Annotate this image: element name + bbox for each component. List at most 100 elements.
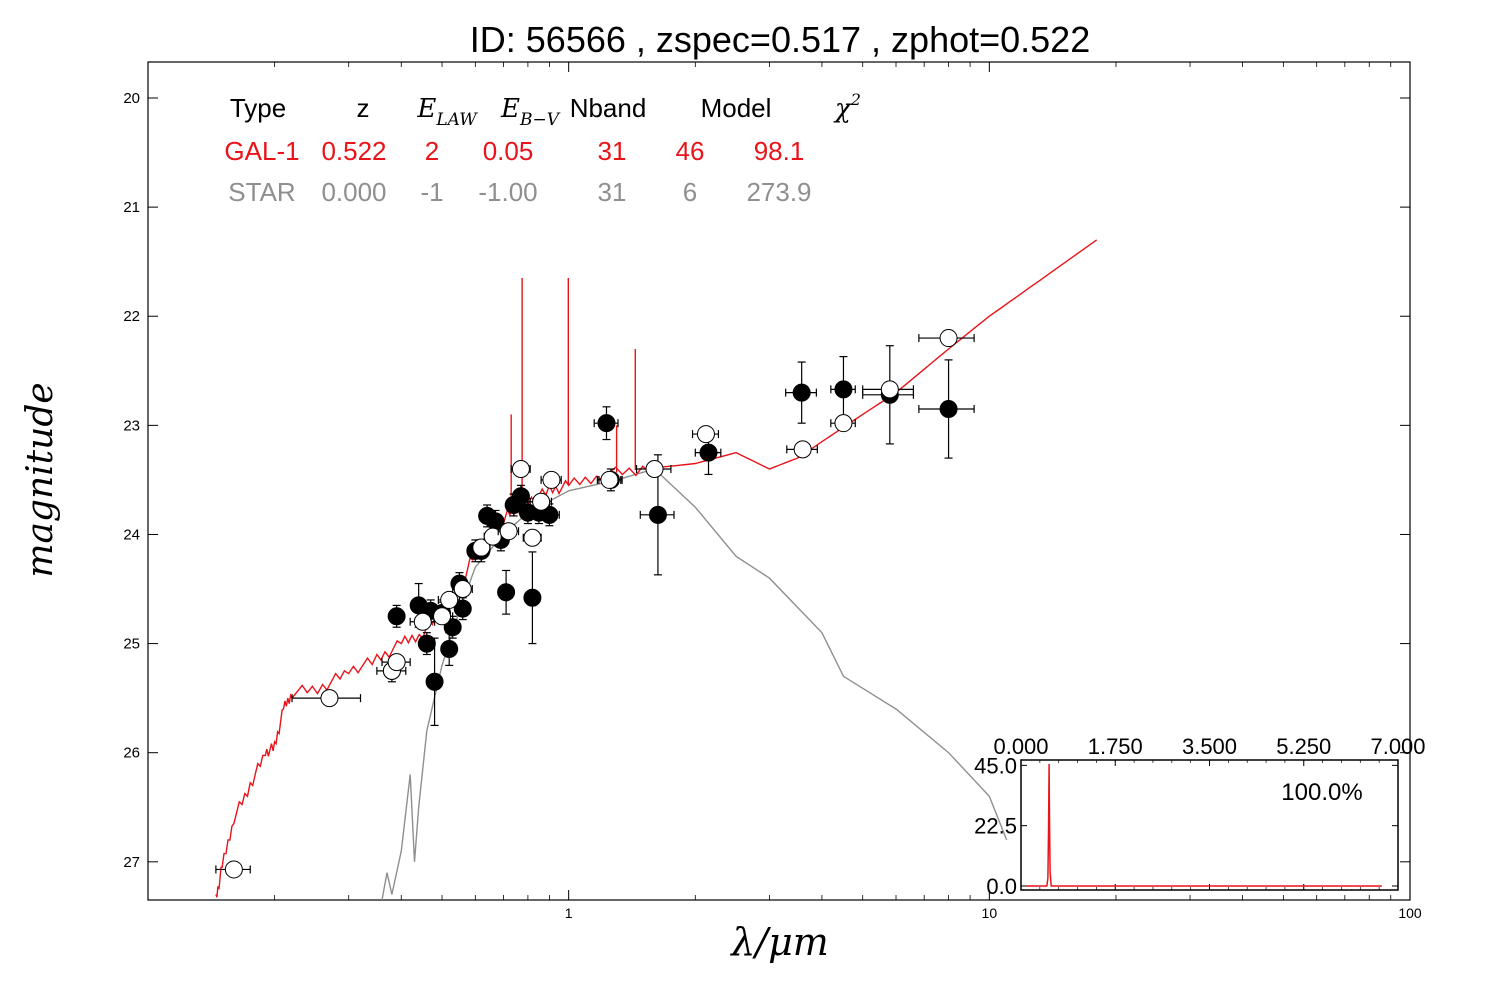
marker-filled — [387, 607, 406, 626]
photometry-point-open — [862, 380, 915, 399]
marker-open — [645, 459, 664, 478]
marker-open — [523, 528, 542, 547]
table-cell-star-0: STAR — [228, 177, 295, 207]
main-plot — [147, 61, 1411, 901]
inset-x-tick-label: 0.000 — [993, 734, 1048, 759]
x-tick-label: 10 — [982, 905, 998, 921]
plot-frame — [147, 61, 1411, 901]
y-tick-label: 22 — [123, 308, 140, 325]
photometry-point-filled — [425, 637, 444, 727]
marker-filled — [834, 380, 853, 399]
table-header-chi2: χ2 — [833, 90, 861, 124]
marker-open — [793, 440, 812, 459]
x-tick-label: 1 — [565, 905, 573, 921]
photometry-point-open — [430, 607, 454, 626]
inset-x-tick-label: 5.250 — [1276, 734, 1331, 759]
y-tick-label: 23 — [123, 417, 140, 434]
marker-open — [939, 329, 958, 348]
marker-filled — [939, 399, 958, 418]
marker-filled — [597, 414, 616, 433]
marker-filled — [648, 505, 667, 524]
pz-curve — [1026, 763, 1382, 887]
photometry-point-open — [529, 492, 553, 511]
photometry-point-filled — [486, 509, 505, 533]
photometry-point-open — [452, 580, 473, 599]
y-tick-label: 20 — [123, 90, 140, 107]
marker-filled — [511, 487, 530, 506]
marker-open — [413, 612, 432, 631]
y-axis-label: magnitude — [20, 382, 61, 577]
photometry-point-open — [918, 329, 975, 348]
photometry-point-filled — [511, 484, 530, 508]
marker-open — [387, 653, 406, 672]
pz-inset: 0.000 1.750 3.500 5.250 7.000 0.0 22.5 45.0 100.… — [974, 734, 1425, 899]
photometry-point-filled — [830, 356, 856, 423]
marker-open — [440, 590, 459, 609]
table-cell-gal-1-5: 46 — [676, 136, 705, 166]
inset-x-tick-label: 7.000 — [1370, 734, 1425, 759]
marker-open — [483, 527, 502, 546]
y-tick-label: 25 — [123, 636, 140, 653]
marker-filled — [792, 383, 811, 402]
table-cell-star-5: 6 — [683, 177, 697, 207]
photometry-point-filled — [523, 551, 542, 645]
photometry-point-open — [215, 860, 251, 879]
x-axis-label: λ/μm — [729, 920, 829, 964]
star-model-curve — [381, 468, 1008, 900]
fit-table: Type z ELAW EB−V Nband Model χ2 GAL-1 0.522 2 0.05… — [224, 90, 861, 207]
marker-open — [499, 522, 518, 541]
table-cell-gal-1-4: 31 — [598, 136, 627, 166]
marker-filled — [523, 588, 542, 607]
marker-open — [511, 459, 530, 478]
photometry-point-filled — [593, 406, 619, 441]
marker-filled — [440, 640, 459, 659]
photometry-point-open — [522, 528, 542, 547]
table-header-z: z — [357, 93, 370, 123]
table-cell-star-2: -1 — [420, 177, 443, 207]
photometry-point-open — [691, 425, 720, 444]
table-cell-star-6: 273.9 — [746, 177, 811, 207]
table-cell-star-3: -1.00 — [478, 177, 537, 207]
photometry-point-filled — [417, 632, 436, 656]
chart-title: ID: 56566 , zspec=0.517 , zphot=0.522 — [470, 19, 1090, 60]
photometry-point-filled — [497, 569, 516, 615]
photometry-point-filled — [918, 359, 975, 459]
inset-x-tick-label: 1.750 — [1088, 734, 1143, 759]
y-tick-label: 24 — [123, 526, 140, 543]
inset-y-tick-label: 22.5 — [974, 814, 1017, 839]
inset-y-tick-label: 45.0 — [974, 753, 1017, 778]
table-cell-gal-1-6: 98.1 — [754, 136, 805, 166]
photometry-point-open — [786, 440, 818, 459]
table-cell-star-1: 0.000 — [321, 177, 386, 207]
y-tick-label: 21 — [123, 199, 140, 216]
table-cell-gal-1-1: 0.522 — [321, 136, 386, 166]
photometry-point-open — [497, 522, 520, 541]
marker-open — [696, 425, 715, 444]
x-tick-label: 100 — [1398, 905, 1422, 921]
inset-x-tick-label: 3.500 — [1182, 734, 1237, 759]
marker-open — [532, 492, 551, 511]
inset-frame — [1020, 759, 1399, 891]
table-header-nband: Nband — [570, 93, 647, 123]
photometry-point-open — [291, 689, 362, 708]
marker-filled — [497, 583, 516, 602]
table-cell-star-4: 31 — [598, 177, 627, 207]
table-cell-gal-1-3: 0.05 — [483, 136, 534, 166]
marker-filled — [699, 443, 718, 462]
marker-filled — [453, 599, 472, 618]
table-header-type: Type — [230, 93, 286, 123]
marker-filled — [417, 634, 436, 653]
table-header-model: Model — [701, 93, 772, 123]
photometry-point-open — [830, 414, 856, 433]
photometry-point-filled — [387, 604, 406, 628]
table-cell-gal-1-2: 2 — [425, 136, 439, 166]
inset-y-tick-label: 0.0 — [986, 874, 1017, 899]
marker-open — [320, 689, 339, 708]
photometry-point-open — [381, 653, 411, 672]
inset-annotation: 100.0% — [1281, 779, 1362, 806]
marker-open — [453, 580, 472, 599]
marker-open — [834, 414, 853, 433]
photometry-point-open — [409, 612, 436, 631]
photometry-point-open — [596, 470, 622, 489]
